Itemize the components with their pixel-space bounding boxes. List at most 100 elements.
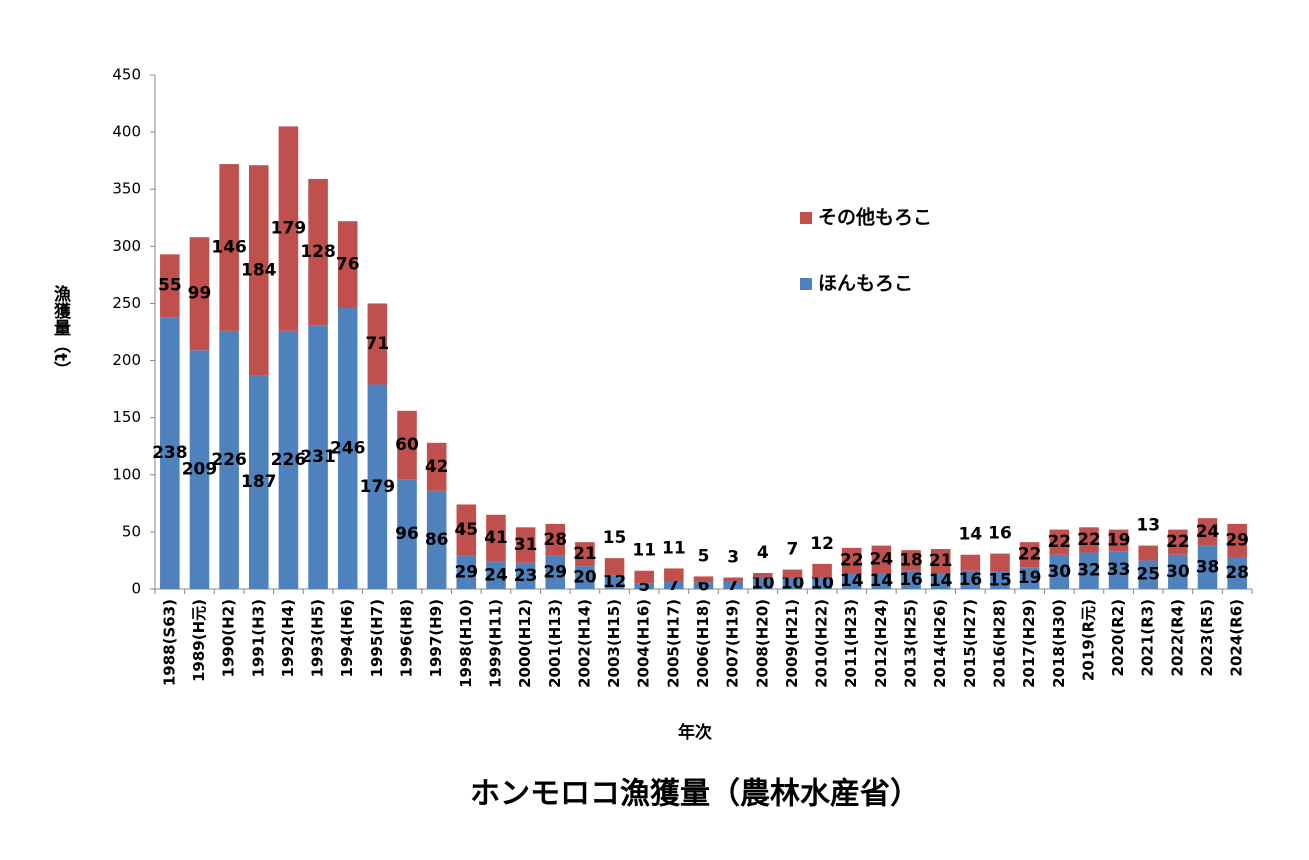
data-label: 30 bbox=[1166, 562, 1190, 582]
x-tick-label: 2022(R4) bbox=[1168, 599, 1186, 676]
data-label: 226 bbox=[211, 450, 247, 470]
data-label: 14 bbox=[870, 571, 894, 591]
bar-segment bbox=[990, 571, 1010, 589]
data-label: 226 bbox=[271, 450, 307, 470]
bar-segment bbox=[278, 126, 299, 331]
data-label: 231 bbox=[300, 447, 336, 467]
data-label: 179 bbox=[360, 477, 396, 497]
data-label: 31 bbox=[514, 535, 538, 555]
x-tick-label: 2023(R5) bbox=[1198, 599, 1216, 676]
bar-segment bbox=[841, 573, 862, 589]
data-label: 179 bbox=[271, 219, 307, 239]
bar-segment bbox=[308, 178, 328, 326]
data-label: 146 bbox=[211, 237, 247, 257]
bar-segment bbox=[219, 330, 239, 589]
bar-segment bbox=[841, 547, 862, 574]
x-tick-label: 2001(H13) bbox=[546, 599, 564, 688]
bar-segment bbox=[308, 325, 328, 589]
x-tick-label: 2013(H25) bbox=[902, 599, 920, 688]
data-label: 10 bbox=[751, 573, 775, 593]
data-label: 96 bbox=[395, 524, 419, 544]
bar-segment bbox=[189, 350, 210, 589]
bar-segment bbox=[1079, 552, 1099, 589]
bar-segment bbox=[160, 317, 180, 589]
x-tick-label: 2019(R元) bbox=[1079, 599, 1097, 681]
bar-segment bbox=[367, 303, 388, 385]
data-label: 29 bbox=[1225, 530, 1249, 550]
data-label: 28 bbox=[543, 530, 567, 550]
bar-segment bbox=[930, 573, 951, 589]
x-tick-label: 2003(H15) bbox=[605, 599, 623, 688]
data-label: 22 bbox=[1166, 532, 1190, 552]
data-label: 15 bbox=[988, 570, 1012, 590]
bar-segment bbox=[515, 562, 536, 589]
bar-segment bbox=[367, 384, 388, 589]
bar-segment bbox=[782, 569, 803, 578]
data-label: 10 bbox=[781, 573, 805, 593]
legend-label: ほんもろこ bbox=[818, 273, 913, 295]
bar-segment bbox=[930, 549, 951, 574]
bar-segment bbox=[248, 165, 269, 376]
y-tick-label: 0 bbox=[131, 580, 141, 598]
bar-segment bbox=[871, 573, 892, 589]
data-label: 13 bbox=[1136, 516, 1160, 536]
y-tick-label: 250 bbox=[112, 294, 141, 312]
x-tick-label: 2004(H16) bbox=[635, 599, 653, 688]
legend-swatch bbox=[800, 278, 812, 290]
bar-segment bbox=[575, 566, 595, 589]
data-label: 10 bbox=[810, 573, 834, 593]
x-tick-label: 2024(R6) bbox=[1228, 599, 1246, 676]
bar-segment bbox=[960, 570, 981, 589]
bar-segment bbox=[515, 527, 536, 563]
x-tick-label: 1997(H9) bbox=[427, 599, 445, 677]
x-tick-label: 2002(H14) bbox=[575, 599, 593, 688]
data-label: 41 bbox=[484, 528, 508, 548]
data-label: 14 bbox=[929, 571, 953, 591]
bar-segment bbox=[782, 577, 803, 589]
data-label: 14 bbox=[840, 571, 864, 591]
x-tick-label: 1999(H11) bbox=[486, 599, 504, 688]
data-label: 246 bbox=[330, 439, 366, 459]
data-label: 11 bbox=[662, 538, 686, 558]
data-label: 22 bbox=[840, 550, 864, 570]
x-axis-label: 年次 bbox=[678, 722, 712, 743]
bar-segment bbox=[990, 553, 1010, 572]
data-label: 5 bbox=[698, 546, 710, 566]
data-label: 33 bbox=[1107, 560, 1131, 580]
data-label: 24 bbox=[870, 549, 894, 569]
y-tick-label: 350 bbox=[112, 180, 141, 198]
data-label: 86 bbox=[425, 530, 449, 550]
x-tick-label: 1995(H7) bbox=[368, 599, 386, 677]
data-label: 6 bbox=[698, 576, 710, 596]
bar-segment bbox=[1079, 527, 1099, 553]
bar-segment bbox=[604, 575, 625, 589]
data-label: 11 bbox=[632, 541, 656, 561]
bar-segment bbox=[1227, 523, 1247, 558]
bar-segment bbox=[278, 330, 299, 589]
data-label: 76 bbox=[336, 255, 360, 275]
data-label: 16 bbox=[899, 570, 923, 590]
x-tick-label: 2000(H12) bbox=[516, 599, 534, 688]
bar-segment bbox=[397, 479, 417, 589]
data-label: 19 bbox=[1018, 568, 1042, 588]
x-tick-label: 1998(H10) bbox=[457, 599, 475, 688]
data-label: 18 bbox=[899, 550, 923, 570]
x-tick-label: 2016(H28) bbox=[990, 599, 1008, 688]
data-label: 22 bbox=[1018, 545, 1042, 565]
bar-segment bbox=[1138, 545, 1159, 561]
data-label: 29 bbox=[454, 562, 478, 582]
bar-segment bbox=[693, 582, 714, 589]
bar-segment bbox=[1168, 554, 1188, 589]
data-label: 29 bbox=[543, 562, 567, 582]
y-tick-label: 100 bbox=[112, 465, 141, 483]
data-label: 30 bbox=[1047, 562, 1071, 582]
data-label: 16 bbox=[988, 524, 1012, 544]
x-tick-label: 2017(H29) bbox=[1020, 599, 1038, 688]
x-tick-label: 2010(H22) bbox=[813, 599, 831, 688]
bar-segment bbox=[753, 573, 773, 578]
x-tick-label: 2015(H27) bbox=[961, 599, 979, 688]
bar-segment bbox=[664, 581, 684, 589]
x-tick-label: 1996(H8) bbox=[398, 599, 416, 677]
data-label: 42 bbox=[425, 457, 449, 477]
